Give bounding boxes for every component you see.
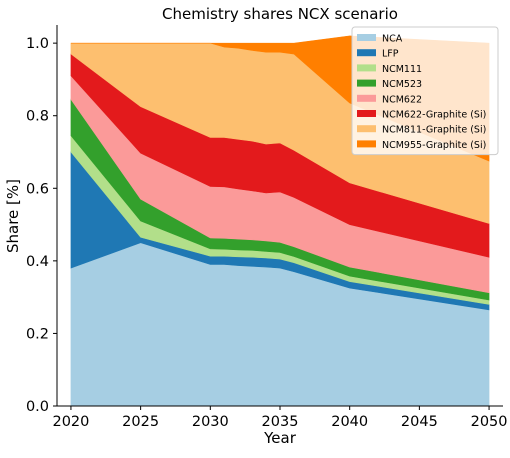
x-tick-label: 2050 [471, 414, 508, 430]
legend: NCA LFP NCM111 NCM523 NCM622 NCM622-Graphite … [351, 26, 499, 156]
legend-label-ncm955-graphite-si: NCM955-Graphite (Si) [382, 140, 486, 151]
legend-swatch-ncm955-graphite-si [357, 140, 376, 148]
x-tick-label: 2040 [331, 414, 368, 430]
legend-label-nca: NCA [382, 34, 403, 45]
legend-swatch-ncm622-graphite-si [357, 110, 376, 117]
y-axis-label: Share [%] [4, 179, 22, 253]
legend-label-ncm111: NCM111 [382, 64, 422, 75]
x-axis-label: Year [263, 429, 297, 447]
legend-label-ncm811-graphite-si: NCM811-Graphite (Si) [382, 125, 486, 136]
legend-box [351, 26, 499, 156]
legend-swatch-ncm111 [357, 64, 376, 72]
y-tick-label: 0.4 [26, 254, 49, 270]
legend-label-ncm622: NCM622 [382, 94, 422, 105]
y-tick-label: 0.0 [26, 399, 49, 415]
legend-swatch-ncm523 [357, 79, 376, 87]
x-tick-label: 2030 [192, 414, 229, 430]
areas-layer [70, 35, 490, 407]
chart-title: Chemistry shares NCX scenario [162, 5, 398, 23]
y-tick-label: 1.0 [26, 36, 49, 52]
ticks-layer: 2020 2025 2030 2035 2040 2045 2050 0.0 0.2 0.4 0.6… [26, 36, 508, 430]
legend-swatch-lfp [357, 49, 376, 57]
x-tick-label: 2025 [122, 414, 159, 430]
legend-swatch-nca [357, 34, 376, 41]
y-tick-label: 0.2 [26, 326, 49, 342]
x-tick-label: 2035 [262, 414, 299, 430]
legend-label-ncm622-graphite-si: NCM622-Graphite (Si) [382, 110, 486, 121]
legend-label-ncm523: NCM523 [382, 79, 422, 90]
x-tick-label: 2020 [52, 414, 89, 430]
x-tick-label: 2045 [401, 414, 438, 430]
y-tick-label: 0.8 [26, 109, 49, 125]
y-tick-label: 0.6 [26, 181, 49, 197]
legend-swatch-ncm811-graphite-si [357, 125, 376, 133]
legend-swatch-ncm622 [357, 94, 376, 102]
legend-label-lfp: LFP [382, 49, 399, 60]
